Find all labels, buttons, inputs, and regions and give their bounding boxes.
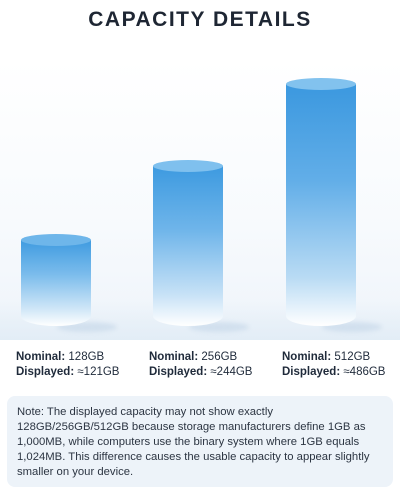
page-title: CAPACITY DETAILS [88, 8, 312, 31]
nominal-label: Nominal: [149, 351, 199, 363]
cylinder-512gb [286, 78, 382, 332]
spec-128gb: Nominal: 128GB Displayed: ≈121GB [16, 350, 119, 380]
nominal-label: Nominal: [16, 351, 66, 363]
nominal-line: Nominal: 256GB [149, 350, 252, 365]
spec-256gb: Nominal: 256GB Displayed: ≈244GB [149, 350, 252, 380]
displayed-value: ≈121GB [74, 366, 120, 378]
cylinder-shadow [189, 322, 249, 332]
cylinder-body [153, 166, 223, 326]
displayed-label: Displayed: [16, 366, 75, 378]
displayed-value: ≈486GB [340, 366, 386, 378]
cylinder-body [21, 240, 91, 326]
displayed-label: Displayed: [149, 366, 208, 378]
nominal-value: 128GB [65, 351, 105, 363]
cylinder-shadow [57, 322, 117, 332]
nominal-label: Nominal: [282, 351, 332, 363]
spec-512gb: Nominal: 512GB Displayed: ≈486GB [282, 350, 385, 380]
capacity-note: Note: The displayed capacity may not sho… [7, 396, 393, 487]
cylinder-256gb [153, 160, 249, 332]
cylinder-top [21, 234, 91, 246]
displayed-line: Displayed: ≈244GB [149, 365, 252, 380]
cylinder-body [286, 84, 356, 326]
displayed-label: Displayed: [282, 366, 341, 378]
displayed-line: Displayed: ≈486GB [282, 365, 385, 380]
displayed-line: Displayed: ≈121GB [16, 365, 119, 380]
cylinder-128gb [21, 234, 117, 332]
nominal-value: 256GB [198, 351, 238, 363]
cylinder-shadow [322, 322, 382, 332]
displayed-value: ≈244GB [207, 366, 253, 378]
cylinder-top [286, 78, 356, 90]
nominal-value: 512GB [331, 351, 371, 363]
nominal-line: Nominal: 512GB [282, 350, 385, 365]
cylinder-top [153, 160, 223, 172]
nominal-line: Nominal: 128GB [16, 350, 119, 365]
